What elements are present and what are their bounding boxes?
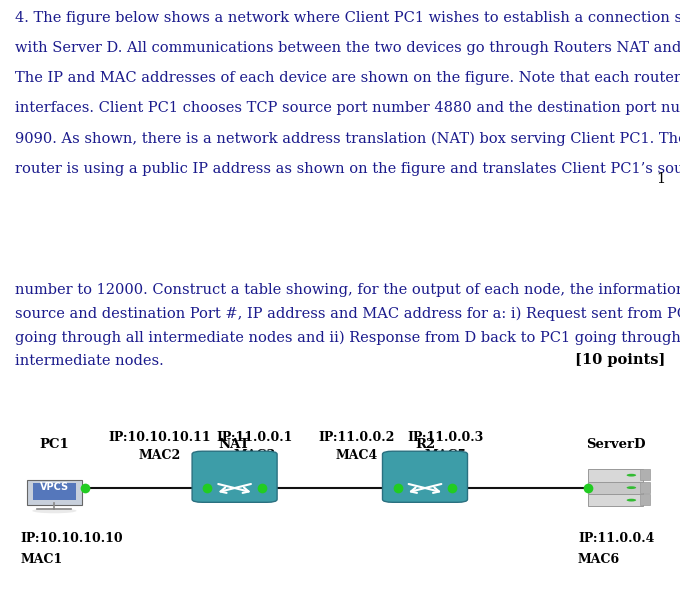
Text: IP:11.0.0.3: IP:11.0.0.3 xyxy=(407,430,483,443)
FancyBboxPatch shape xyxy=(641,494,650,505)
FancyBboxPatch shape xyxy=(641,482,650,493)
Text: source and destination Port #, IP address and MAC address for a: i) Request sent: source and destination Port #, IP addres… xyxy=(15,307,680,321)
Text: MAC6: MAC6 xyxy=(578,553,620,566)
Text: router is using a public IP address as shown on the figure and translates Client: router is using a public IP address as s… xyxy=(15,162,680,176)
Text: 9090. As shown, there is a network address translation (NAT) box serving Client : 9090. As shown, there is a network addre… xyxy=(15,132,680,146)
Text: The IP and MAC addresses of each device are shown on the figure. Note that each : The IP and MAC addresses of each device … xyxy=(15,71,680,85)
Text: MAC5: MAC5 xyxy=(424,449,466,462)
Text: VPCS: VPCS xyxy=(40,482,69,492)
Circle shape xyxy=(627,486,636,489)
FancyBboxPatch shape xyxy=(27,480,82,505)
Circle shape xyxy=(627,499,636,502)
Text: going through all intermediate nodes and ii) Response from D back to PC1 going t: going through all intermediate nodes and… xyxy=(15,330,680,345)
Text: MAC1: MAC1 xyxy=(20,553,63,566)
Text: [10 points]: [10 points] xyxy=(575,353,665,368)
Text: number to 12000. Construct a table showing, for the output of each node, the inf: number to 12000. Construct a table showi… xyxy=(15,283,680,297)
Circle shape xyxy=(627,474,636,476)
Text: R2: R2 xyxy=(415,439,435,452)
Text: IP:10.10.10.11: IP:10.10.10.11 xyxy=(109,430,211,443)
Text: 1: 1 xyxy=(656,172,665,186)
FancyBboxPatch shape xyxy=(588,469,643,482)
Text: IP:11.0.0.1: IP:11.0.0.1 xyxy=(217,430,293,443)
FancyBboxPatch shape xyxy=(588,494,643,506)
FancyBboxPatch shape xyxy=(641,469,650,480)
Text: NAT: NAT xyxy=(219,439,250,452)
Text: with Server D. All communications between the two devices go through Routers NAT: with Server D. All communications betwee… xyxy=(15,41,680,55)
Text: MAC4: MAC4 xyxy=(336,449,378,462)
Text: PC1: PC1 xyxy=(39,439,69,452)
FancyBboxPatch shape xyxy=(33,483,76,499)
Text: intermediate nodes.: intermediate nodes. xyxy=(15,354,164,368)
FancyBboxPatch shape xyxy=(588,481,643,494)
Text: MAC2: MAC2 xyxy=(139,449,181,462)
Text: IP:10.10.10.10: IP:10.10.10.10 xyxy=(20,532,123,544)
Text: IP:11.0.0.4: IP:11.0.0.4 xyxy=(578,532,654,544)
FancyBboxPatch shape xyxy=(382,451,468,502)
Text: IP:11.0.0.2: IP:11.0.0.2 xyxy=(319,430,395,443)
FancyBboxPatch shape xyxy=(192,451,277,502)
Text: MAC3: MAC3 xyxy=(234,449,276,462)
Ellipse shape xyxy=(32,508,76,514)
Text: ServerD: ServerD xyxy=(585,439,645,452)
Text: interfaces. Client PC1 chooses TCP source port number 4880 and the destination p: interfaces. Client PC1 chooses TCP sourc… xyxy=(15,101,680,115)
Text: 4. The figure below shows a network where Client PC1 wishes to establish a conne: 4. The figure below shows a network wher… xyxy=(15,11,680,24)
